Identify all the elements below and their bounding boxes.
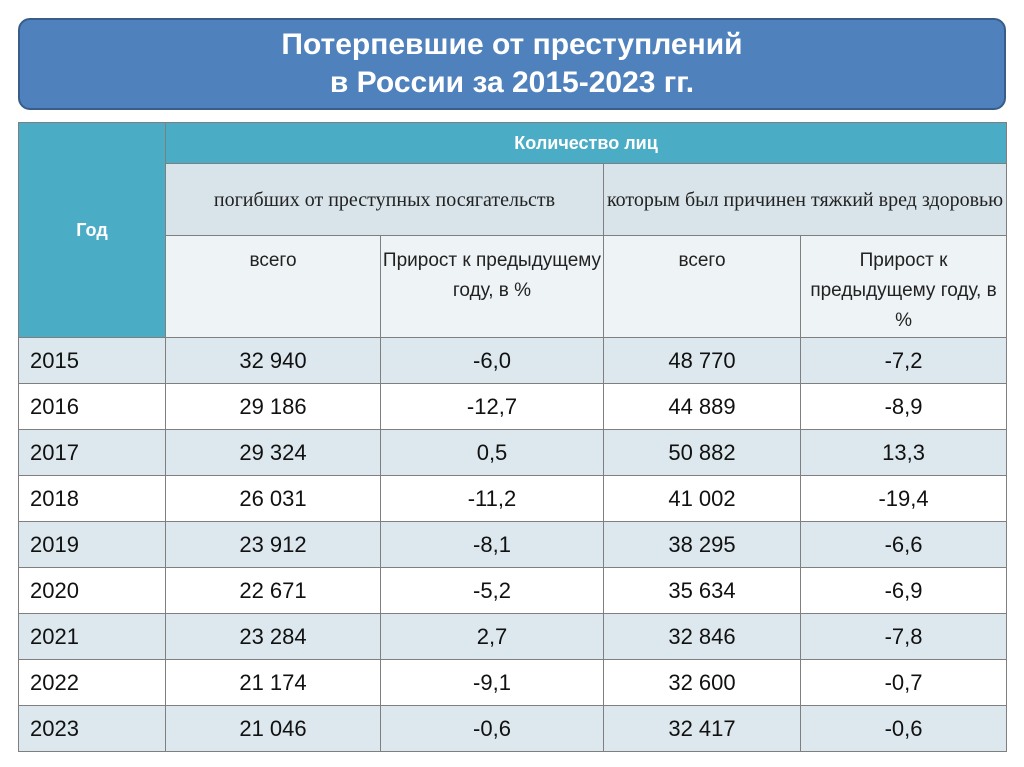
table-cell: 32 846 [603, 613, 801, 660]
table-row: 2016 29 186 -12,7 44 889 -8,9 [18, 383, 1008, 430]
column-header: Прирост к предыдущему году, в % [380, 235, 604, 338]
year-cell: 2018 [18, 475, 166, 522]
table-cell: -6,9 [799, 567, 1008, 614]
table-cell: 23 284 [165, 613, 381, 660]
table-cell: 26 031 [165, 475, 381, 522]
table-cell: 29 186 [165, 383, 381, 430]
subgroup-header: погибших от преступных посягательств [165, 163, 604, 236]
title-box: Потерпевшие от преступлений в России за … [18, 18, 1006, 110]
table-cell: 38 295 [603, 521, 801, 568]
data-table: Год Количество лиц погибших от преступны… [18, 122, 1008, 752]
subgroup-header: которым был причинен тяжкий вред здоровь… [602, 163, 1008, 236]
table-cell: -7,2 [799, 337, 1008, 384]
table-cell: -19,4 [799, 475, 1008, 522]
table-cell: -0,7 [799, 659, 1008, 706]
year-cell: 2023 [18, 705, 166, 752]
table-cell: 21 174 [165, 659, 381, 706]
table-cell: 44 889 [603, 383, 801, 430]
table-cell: -9,1 [380, 659, 604, 706]
column-header: всего [603, 235, 801, 338]
table-cell: -6,6 [799, 521, 1008, 568]
group-header: Количество лиц [164, 122, 1008, 164]
table-cell: 29 324 [165, 429, 381, 476]
table-cell: 22 671 [165, 567, 381, 614]
table-row: 2020 22 671 -5,2 35 634 -6,9 [18, 567, 1008, 614]
column-header: Прирост к предыдущему году, в % [799, 235, 1008, 338]
title-line: в России за 2015-2023 гг. [329, 66, 695, 99]
table-cell: 0,5 [380, 429, 604, 476]
table-cell: -6,0 [380, 337, 604, 384]
table-cell: -0,6 [799, 705, 1008, 752]
table-cell: 21 046 [165, 705, 381, 752]
table-cell: 13,3 [799, 429, 1008, 476]
table-cell: 2,7 [380, 613, 604, 660]
table-row: 2022 21 174 -9,1 32 600 -0,7 [18, 659, 1008, 706]
table-cell: 48 770 [603, 337, 801, 384]
table-cell: -11,2 [380, 475, 604, 522]
table-row: 2017 29 324 0,5 50 882 13,3 [18, 429, 1008, 476]
table-cell: 50 882 [603, 429, 801, 476]
column-header: всего [165, 235, 381, 338]
table-cell: -12,7 [380, 383, 604, 430]
table-cell: 32 600 [603, 659, 801, 706]
table-row: 2018 26 031 -11,2 41 002 -19,4 [18, 475, 1008, 522]
table-cell: -8,1 [380, 521, 604, 568]
table-cell: 32 417 [603, 705, 801, 752]
table-cell: 23 912 [165, 521, 381, 568]
table-cell: -7,8 [799, 613, 1008, 660]
year-header: Год [18, 122, 166, 338]
table-row: 2021 23 284 2,7 32 846 -7,8 [18, 613, 1008, 660]
table-row: 2023 21 046 -0,6 32 417 -0,6 [18, 705, 1008, 752]
title-line: Потерпевшие от преступлений [281, 28, 743, 61]
table-cell: 35 634 [603, 567, 801, 614]
table-row: 2019 23 912 -8,1 38 295 -6,6 [18, 521, 1008, 568]
year-cell: 2022 [18, 659, 166, 706]
year-cell: 2021 [18, 613, 166, 660]
table-cell: -5,2 [380, 567, 604, 614]
table-cell: 32 940 [165, 337, 381, 384]
year-cell: 2015 [18, 337, 166, 384]
year-cell: 2020 [18, 567, 166, 614]
table-row: 2015 32 940 -6,0 48 770 -7,2 [18, 337, 1008, 384]
year-cell: 2016 [18, 383, 166, 430]
year-cell: 2017 [18, 429, 166, 476]
year-cell: 2019 [18, 521, 166, 568]
table-cell: -0,6 [380, 705, 604, 752]
table-cell: -8,9 [799, 383, 1008, 430]
table-cell: 41 002 [603, 475, 801, 522]
